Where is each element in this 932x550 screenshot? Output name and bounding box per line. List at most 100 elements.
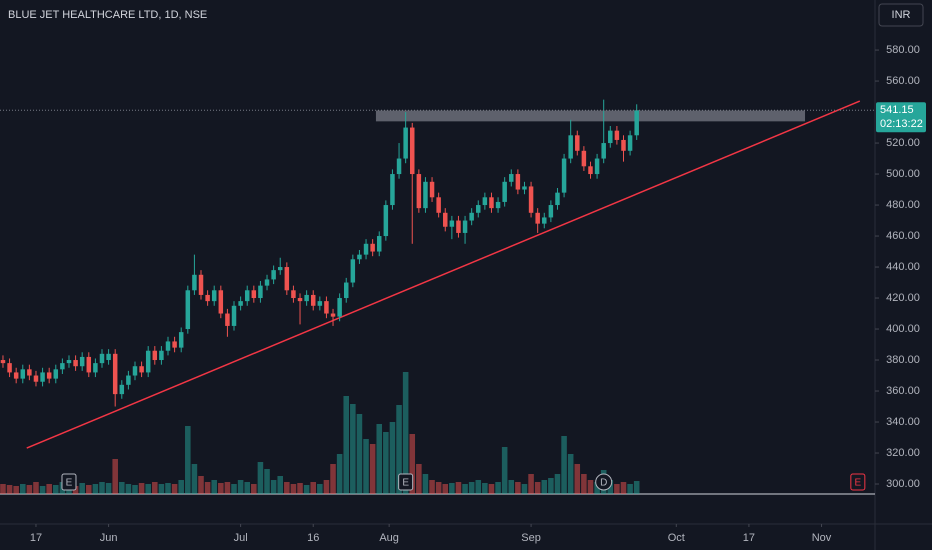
candle-body (218, 290, 224, 314)
volume-bar (402, 372, 409, 494)
volume-bar (270, 480, 277, 494)
volume-bar (317, 484, 323, 494)
event-badge (398, 473, 414, 491)
event-marker[interactable]: E (398, 473, 414, 491)
currency-button[interactable] (878, 3, 924, 27)
volume-bar (541, 480, 548, 494)
volume-bar (534, 482, 541, 494)
candle-body (284, 267, 290, 291)
volume-bar (548, 478, 554, 494)
volume-bar (330, 464, 336, 494)
volume-bar (99, 482, 105, 494)
candle-body (73, 360, 78, 367)
volume-bar (0, 484, 6, 494)
y-tick-label: 320.00 (886, 447, 920, 459)
candle-body (489, 197, 494, 209)
event-marker[interactable]: D (595, 473, 613, 491)
candle-body (238, 301, 243, 306)
volume-bar (528, 474, 534, 494)
candle-body (561, 158, 567, 193)
volume-bar (211, 480, 217, 494)
candle-body (370, 243, 375, 252)
candle-body (258, 285, 263, 299)
volume-bar (112, 459, 118, 494)
x-tick-label: Oct (668, 532, 685, 544)
volume-bar (350, 404, 356, 494)
volume-bar (594, 482, 600, 494)
candle-body (185, 290, 191, 330)
y-tick-label: 460.00 (886, 230, 920, 242)
candle-body (363, 243, 369, 255)
volume-bar (244, 482, 250, 494)
volume-bar (251, 484, 257, 494)
volume-bar (79, 483, 85, 494)
volume-bar (416, 464, 422, 494)
volume-bar (422, 474, 429, 494)
candle-body (159, 350, 164, 361)
volume-bar (409, 434, 416, 494)
volume-bar (39, 486, 46, 494)
volume-bar (383, 432, 389, 494)
candle-body (330, 313, 336, 317)
last-price-label: 541.15 (880, 104, 914, 116)
currency-label[interactable]: INR (892, 9, 911, 21)
x-tick-label: Aug (379, 532, 399, 544)
volume-bar (290, 484, 297, 494)
y-tick-label: 360.00 (886, 385, 920, 397)
volume-bar (264, 469, 270, 494)
candle-body (317, 301, 323, 306)
candle-body (548, 205, 554, 218)
volume-bar (343, 396, 350, 494)
volume-bar (185, 426, 191, 494)
candle-body (244, 290, 250, 302)
event-badge (61, 473, 77, 491)
candle-body (350, 259, 356, 283)
volume-bar (297, 483, 303, 494)
countdown-label: 02:13:22 (880, 118, 923, 130)
candle-body (608, 130, 613, 144)
volume-bar (257, 462, 264, 494)
candle-body (145, 350, 151, 373)
volume-bar (356, 414, 363, 494)
candle-body (126, 375, 131, 385)
candle-body (403, 127, 408, 159)
volume-bar (336, 454, 343, 494)
volume-bar (442, 484, 449, 494)
x-tick-label: 17 (30, 532, 42, 544)
volume-bar (178, 480, 184, 494)
y-tick-label: 480.00 (886, 199, 920, 211)
volume-bar (468, 482, 475, 494)
candle-body (13, 372, 19, 379)
candle-body (502, 181, 507, 202)
candle-body (53, 369, 59, 379)
candle-body (93, 363, 98, 373)
event-marker[interactable]: E (850, 473, 866, 491)
candle-body (119, 384, 125, 395)
last-price-box (876, 102, 926, 133)
event-marker[interactable]: E (61, 473, 77, 491)
candle-body (99, 353, 105, 364)
volume-bar (501, 447, 508, 494)
volume-bar (363, 439, 369, 494)
candle-body (416, 174, 422, 209)
x-tick-label: 16 (307, 532, 319, 544)
volume-bar (310, 482, 317, 494)
candle-body (542, 217, 547, 224)
volume-bar (475, 480, 482, 494)
candle-body (568, 135, 573, 159)
candle-body (271, 270, 276, 280)
volume-bar (284, 482, 290, 494)
candle-body (429, 181, 435, 198)
volume-bar (6, 485, 13, 494)
volume-bar (462, 484, 468, 494)
candle-body (20, 369, 26, 379)
candle-body (152, 350, 158, 361)
volume-bar (231, 484, 237, 494)
resistance-zone (375, 110, 806, 122)
candle-body (251, 290, 257, 299)
volume-bar (581, 474, 587, 494)
y-tick-label: 400.00 (886, 323, 920, 335)
volume-bar (323, 480, 330, 494)
candle-body (528, 186, 534, 213)
